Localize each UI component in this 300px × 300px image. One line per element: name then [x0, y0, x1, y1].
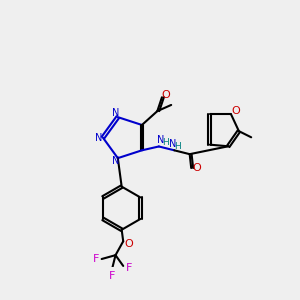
Text: H: H [162, 138, 168, 147]
Text: N: N [112, 108, 119, 118]
Text: O: O [231, 106, 240, 116]
Text: F: F [93, 254, 100, 264]
Text: N: N [169, 139, 176, 149]
Text: O: O [124, 238, 133, 249]
Text: N: N [112, 156, 119, 166]
Text: N: N [157, 135, 164, 145]
Text: N: N [95, 133, 103, 142]
Text: F: F [109, 271, 115, 281]
Text: O: O [192, 163, 201, 173]
Text: H: H [174, 142, 181, 151]
Text: O: O [161, 90, 170, 100]
Text: F: F [125, 263, 132, 273]
